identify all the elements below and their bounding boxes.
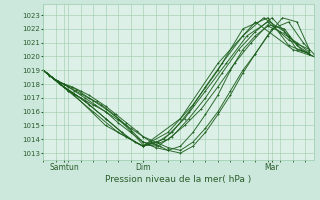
X-axis label: Pression niveau de la mer( hPa ): Pression niveau de la mer( hPa ) xyxy=(105,175,252,184)
